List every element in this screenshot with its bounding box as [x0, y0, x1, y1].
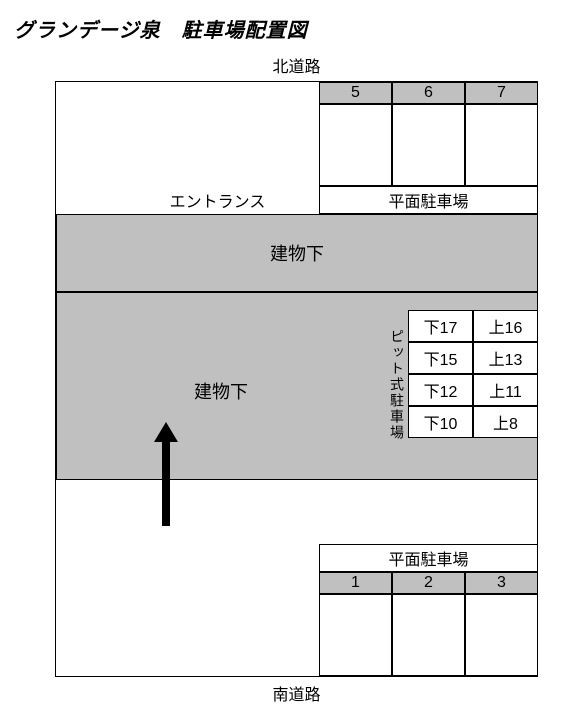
south-road-label: 南道路	[55, 677, 538, 709]
top-spot-num: 6	[392, 82, 465, 104]
pit-cell: 下17	[408, 310, 473, 342]
pit-cell: 下10	[408, 406, 473, 438]
pit-cell: 下12	[408, 374, 473, 406]
pit-cell: 上8	[473, 406, 538, 438]
pit-cell: 下15	[408, 342, 473, 374]
bottom-spot-num: 1	[319, 572, 392, 594]
pit-parking-vertical-label: ピット式駐車場	[386, 310, 408, 460]
bottom-spot-num: 2	[392, 572, 465, 594]
bottom-spot-body	[465, 594, 538, 676]
pit-cell: 上16	[473, 310, 538, 342]
top-spot-body	[392, 104, 465, 186]
top-spot-body	[465, 104, 538, 186]
pit-cell: 上13	[473, 342, 538, 374]
top-spot-num: 7	[465, 82, 538, 104]
bottom-spot-num: 3	[465, 572, 538, 594]
page-root: グランデージ泉 駐車場配置図 北道路 5 6 7 エントランス 平面駐車場 建物…	[0, 0, 570, 709]
page-title: グランデージ泉 駐車場配置図	[0, 0, 570, 49]
north-arrow-icon	[154, 422, 178, 526]
bottom-spot-body	[392, 594, 465, 676]
north-road-label: 北道路	[55, 49, 538, 81]
flat-parking-top-label: 平面駐車場	[319, 186, 538, 214]
entrance-label: エントランス	[56, 186, 319, 214]
top-spot-num: 5	[319, 82, 392, 104]
under-building-band-1: 建物下	[56, 214, 538, 292]
flat-parking-bottom-label: 平面駐車場	[319, 544, 538, 572]
layout-frame: 5 6 7 エントランス 平面駐車場 建物下 建物下 ピット式駐車場 下17 上…	[55, 81, 538, 677]
pit-cell: 上11	[473, 374, 538, 406]
bottom-spot-body	[319, 594, 392, 676]
under-building-label-2: 建物下	[56, 292, 386, 480]
top-spot-body	[319, 104, 392, 186]
